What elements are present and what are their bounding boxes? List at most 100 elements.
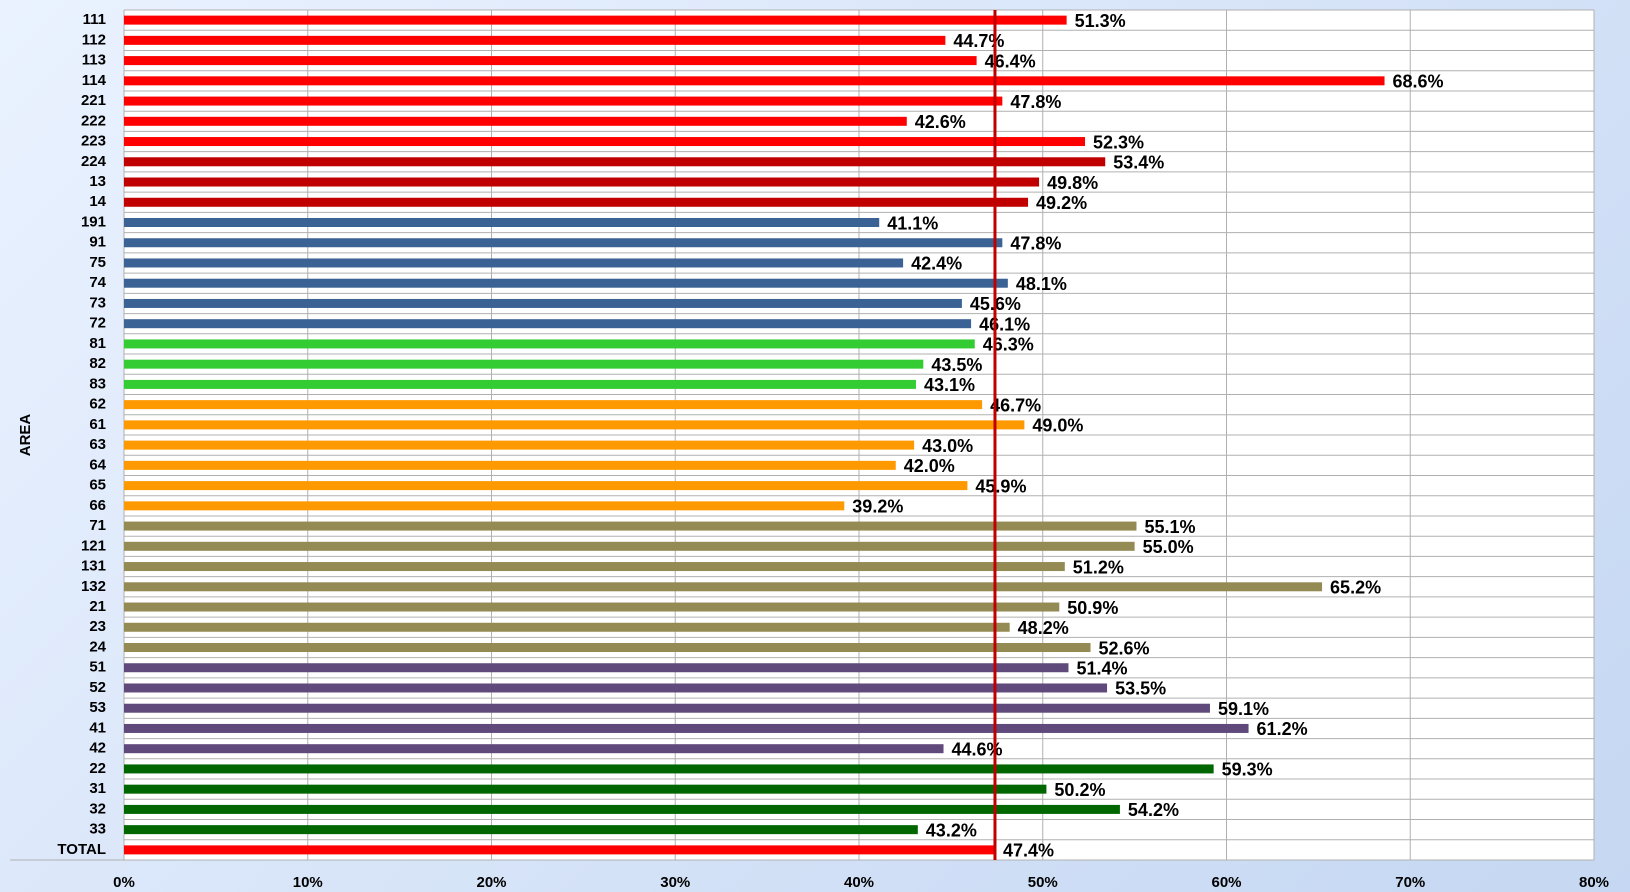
bar — [124, 723, 1249, 733]
y-tick-label: 72 — [89, 315, 106, 332]
y-tick-label: 111 — [83, 11, 106, 28]
y-tick-label: 132 — [81, 578, 106, 595]
value-label: 48.2% — [1018, 618, 1069, 638]
y-tick-label: 13 — [89, 173, 106, 190]
bar — [124, 319, 972, 329]
y-tick-label: 24 — [89, 638, 106, 655]
bar — [124, 379, 916, 389]
y-tick-label: 33 — [89, 821, 106, 838]
y-tick-label: TOTAL — [57, 841, 106, 858]
bar — [124, 76, 1385, 86]
y-tick-label: 21 — [89, 598, 106, 615]
y-tick-label: 52 — [89, 679, 106, 696]
x-tick-label: 40% — [844, 874, 874, 891]
value-label: 41.1% — [887, 213, 938, 233]
value-label: 43.0% — [922, 436, 973, 456]
bar — [124, 602, 1060, 612]
bar — [124, 258, 904, 268]
value-label: 61.2% — [1257, 719, 1308, 739]
y-tick-label: 71 — [89, 517, 106, 534]
bar — [124, 197, 1029, 207]
y-tick-label: 22 — [89, 760, 106, 777]
value-label: 43.5% — [931, 355, 982, 375]
x-tick-label: 10% — [293, 874, 323, 891]
value-label: 53.5% — [1115, 679, 1166, 699]
value-label: 59.3% — [1222, 760, 1273, 780]
y-tick-label: 223 — [81, 133, 106, 150]
bar — [124, 359, 924, 369]
y-tick-label: 41 — [89, 719, 106, 736]
value-label: 49.0% — [1032, 416, 1083, 436]
value-label: 42.4% — [911, 254, 962, 274]
value-label: 49.2% — [1036, 193, 1087, 213]
y-tick-label: 42 — [89, 740, 106, 757]
bar — [124, 400, 983, 410]
y-tick-label: 222 — [81, 112, 106, 129]
y-tick-label: 221 — [81, 92, 106, 109]
bar — [124, 298, 962, 308]
value-label: 54.2% — [1128, 800, 1179, 820]
y-tick-label: 65 — [89, 477, 106, 494]
value-label: 39.2% — [852, 497, 903, 517]
bar — [124, 116, 907, 126]
value-label: 47.8% — [1010, 233, 1061, 253]
bar — [124, 825, 918, 835]
x-tick-label: 20% — [476, 874, 506, 891]
y-tick-label: 121 — [81, 537, 106, 554]
bar — [124, 764, 1214, 774]
value-label: 44.6% — [952, 739, 1003, 759]
bar — [124, 56, 977, 66]
bar — [124, 663, 1069, 673]
value-label: 55.1% — [1144, 517, 1195, 537]
bar — [124, 238, 1003, 248]
y-tick-label: 83 — [89, 375, 106, 392]
value-label: 46.1% — [979, 314, 1030, 334]
bar — [124, 35, 946, 45]
value-label: 50.9% — [1067, 598, 1118, 618]
y-tick-label: 91 — [89, 234, 106, 251]
bar — [124, 562, 1065, 572]
value-label: 59.1% — [1218, 699, 1269, 719]
value-label: 42.6% — [915, 112, 966, 132]
y-tick-label: 66 — [89, 497, 106, 514]
y-tick-label: 224 — [81, 153, 107, 170]
value-label: 55.0% — [1143, 537, 1194, 557]
bar — [124, 440, 915, 450]
bar — [124, 541, 1135, 551]
value-label: 44.7% — [953, 31, 1004, 51]
bar — [124, 137, 1086, 147]
value-label: 45.9% — [975, 476, 1026, 496]
y-tick-label: 64 — [89, 456, 106, 473]
value-label: 43.1% — [924, 375, 975, 395]
y-tick-label: 23 — [89, 618, 106, 635]
bar — [124, 96, 1003, 106]
value-label: 47.8% — [1010, 92, 1061, 112]
bar — [124, 177, 1040, 187]
value-label: 51.4% — [1076, 658, 1127, 678]
y-tick-label: 113 — [82, 52, 106, 69]
y-tick-label: 14 — [89, 193, 106, 210]
value-label: 65.2% — [1330, 578, 1381, 598]
bar — [124, 420, 1025, 430]
bar — [124, 703, 1210, 713]
value-label: 68.6% — [1393, 72, 1444, 92]
bar — [124, 784, 1047, 794]
y-tick-label: 63 — [89, 436, 106, 453]
x-tick-label: 50% — [1028, 874, 1058, 891]
value-label: 42.0% — [904, 456, 955, 476]
bar — [124, 278, 1008, 288]
bar — [124, 481, 968, 491]
x-tick-label: 30% — [660, 874, 690, 891]
y-tick-label: 191 — [81, 213, 106, 230]
bar — [124, 157, 1106, 167]
value-label: 46.3% — [983, 335, 1034, 355]
y-tick-label: 82 — [89, 355, 106, 372]
y-tick-label: 62 — [89, 396, 106, 413]
bar — [124, 582, 1323, 592]
x-tick-label: 70% — [1395, 874, 1425, 891]
y-tick-label: 53 — [89, 699, 106, 716]
value-label: 53.4% — [1113, 153, 1164, 173]
x-tick-label: 60% — [1211, 874, 1241, 891]
x-tick-label: 0% — [113, 874, 135, 891]
bar — [124, 845, 995, 855]
